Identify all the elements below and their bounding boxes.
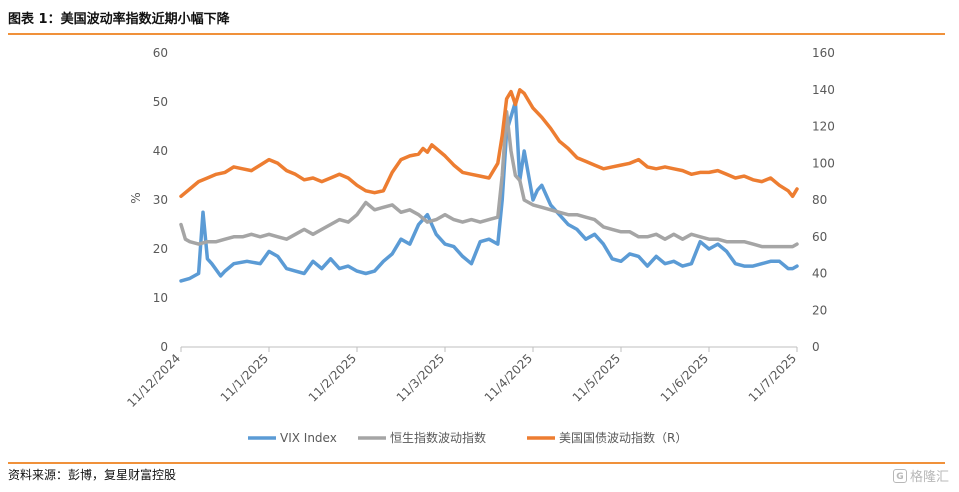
y2-tick-label: 60 — [812, 230, 827, 244]
page-title: 图表 1：美国波动率指数近期小幅下降 — [8, 12, 230, 27]
y-tick-label: 0 — [160, 340, 168, 354]
x-tick-label: 11/3/2025 — [394, 351, 447, 404]
y2-tick-label: 0 — [812, 340, 820, 354]
x-tick-label: 11/12/2024 — [124, 351, 183, 410]
x-tick-label: 11/2/2025 — [306, 351, 359, 404]
y2-tick-label: 20 — [812, 303, 827, 317]
watermark-logo: G 格隆汇 — [892, 466, 949, 485]
y-axis-label: % — [129, 192, 143, 203]
legend-label-2: 美国国债波动指数（R） — [559, 430, 687, 445]
logo-icon: G — [892, 468, 907, 483]
y2-tick-label: 40 — [812, 267, 827, 281]
top-divider — [8, 33, 945, 35]
y2-tick-label: 120 — [812, 120, 835, 134]
series-layer — [179, 88, 799, 283]
y-tick-label: 30 — [153, 193, 168, 207]
x-axis: 11/12/2024 11/1/2025 11/2/2025 11/3/2025 11/… — [124, 346, 799, 410]
y-tick-label: 20 — [153, 242, 168, 256]
line-chart: 0 10 20 30 40 50 60 0 20 40 60 80 100 120 140 160 11/1… — [124, 46, 835, 445]
y2-tick-label: 160 — [812, 46, 835, 60]
legend-label-0: VIX Index — [280, 431, 337, 445]
x-tick-label: 11/4/2025 — [482, 351, 535, 404]
y-tick-label: 50 — [153, 95, 168, 109]
y-axis-right: 0 20 40 60 80 100 120 140 160 — [812, 46, 835, 354]
x-tick-label: 11/1/2025 — [218, 351, 271, 404]
y-axis-left: 0 10 20 30 40 50 60 — [153, 46, 168, 354]
legend-label-1: 恒生指数波动指数 — [390, 430, 486, 445]
x-tick-label: 11/6/2025 — [658, 351, 711, 404]
y-tick-label: 40 — [153, 144, 168, 158]
y-tick-label: 10 — [153, 291, 168, 305]
y2-tick-label: 100 — [812, 156, 835, 170]
series-line-2 — [179, 88, 799, 199]
source-note: 资料来源：彭博，复星财富控股 — [8, 468, 177, 482]
series-line-0 — [179, 100, 799, 283]
y2-tick-label: 140 — [812, 83, 835, 97]
x-tick-label: 11/5/2025 — [570, 351, 623, 404]
x-tick-label: 11/7/2025 — [746, 351, 799, 404]
logo-text: 格隆汇 — [909, 470, 949, 485]
bottom-divider — [8, 462, 945, 464]
legend: VIX Index 恒生指数波动指数 美国国债波动指数（R） — [248, 430, 687, 445]
series-line-1 — [179, 110, 799, 249]
y2-tick-label: 80 — [812, 193, 827, 207]
y-tick-label: 60 — [153, 46, 168, 60]
